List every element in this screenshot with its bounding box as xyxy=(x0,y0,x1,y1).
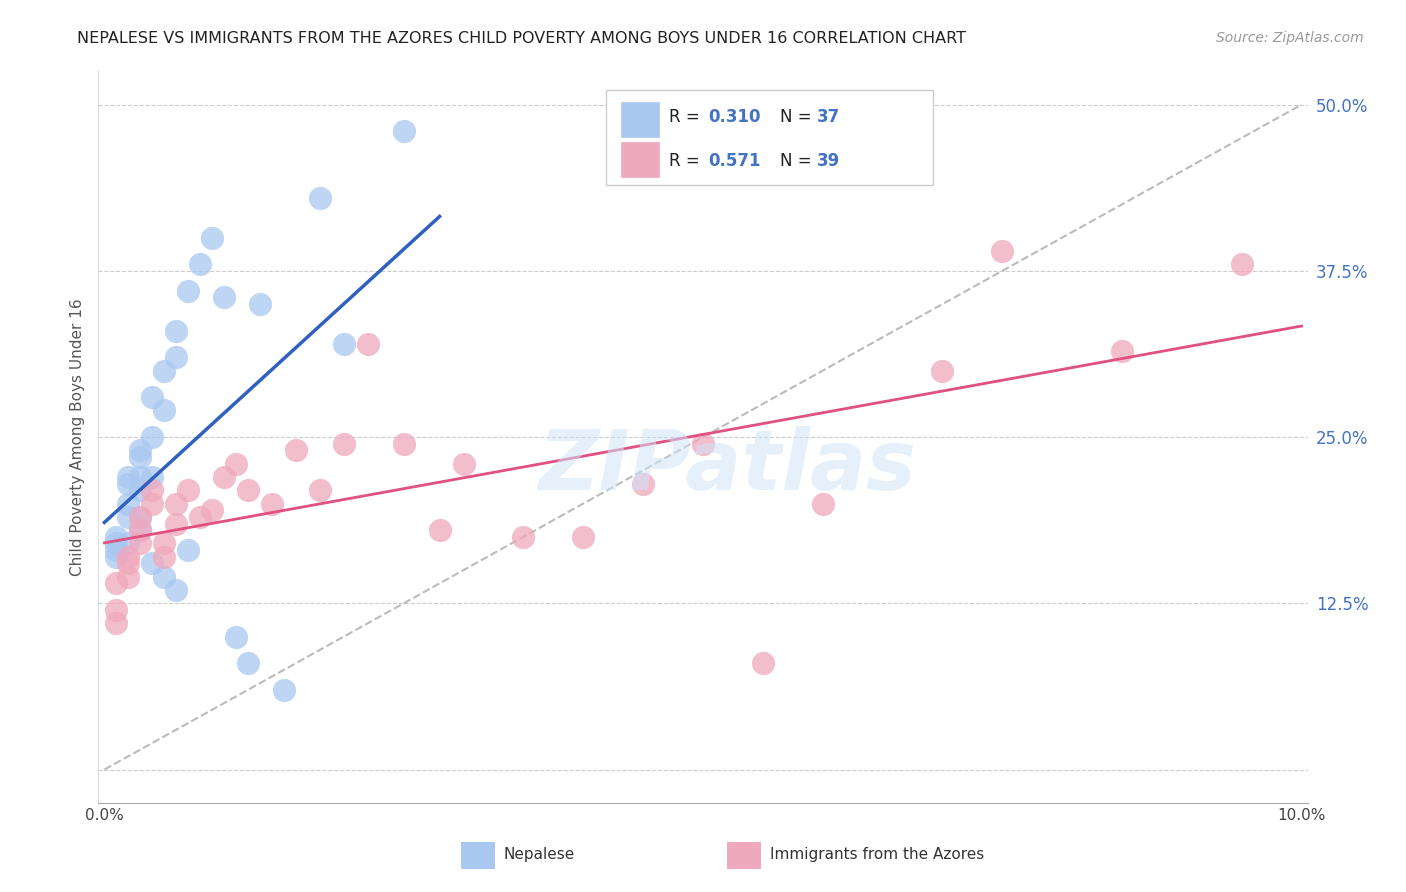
Point xyxy=(931,363,953,377)
Point xyxy=(201,230,224,244)
Point xyxy=(153,403,176,417)
Point xyxy=(333,436,356,450)
Point xyxy=(153,536,176,550)
FancyBboxPatch shape xyxy=(621,143,659,178)
Text: ZIPatlas: ZIPatlas xyxy=(538,425,917,507)
Point xyxy=(141,497,163,511)
Point xyxy=(309,191,332,205)
Point xyxy=(105,536,128,550)
Point xyxy=(141,557,163,571)
Point xyxy=(105,543,128,558)
Point xyxy=(105,616,128,631)
Point xyxy=(165,582,187,597)
Text: N =: N = xyxy=(780,152,817,169)
Point xyxy=(284,443,307,458)
Point xyxy=(631,476,654,491)
Point xyxy=(117,470,139,484)
Text: R =: R = xyxy=(669,152,706,169)
Point xyxy=(141,390,163,404)
Text: N =: N = xyxy=(780,109,817,127)
Point xyxy=(117,509,139,524)
Y-axis label: Child Poverty Among Boys Under 16: Child Poverty Among Boys Under 16 xyxy=(69,298,84,576)
Point xyxy=(129,536,152,550)
Text: 39: 39 xyxy=(817,152,839,169)
Point xyxy=(129,509,152,524)
Point xyxy=(177,284,200,298)
Point xyxy=(129,509,152,524)
Text: NEPALESE VS IMMIGRANTS FROM THE AZORES CHILD POVERTY AMONG BOYS UNDER 16 CORRELA: NEPALESE VS IMMIGRANTS FROM THE AZORES C… xyxy=(77,31,966,46)
Point xyxy=(392,436,415,450)
Text: 0.571: 0.571 xyxy=(707,152,761,169)
Point xyxy=(129,523,152,537)
Point xyxy=(129,470,152,484)
FancyBboxPatch shape xyxy=(606,90,932,185)
FancyBboxPatch shape xyxy=(621,102,659,137)
Point xyxy=(260,497,283,511)
Point xyxy=(752,656,775,670)
Point xyxy=(212,470,235,484)
Point xyxy=(129,450,152,464)
Point xyxy=(188,509,211,524)
Point xyxy=(309,483,332,498)
Point xyxy=(692,436,714,450)
Text: 37: 37 xyxy=(817,109,839,127)
Point xyxy=(512,530,534,544)
Point xyxy=(236,656,259,670)
Point xyxy=(105,576,128,591)
Point xyxy=(273,682,295,697)
Point xyxy=(153,570,176,584)
Point xyxy=(991,244,1014,258)
FancyBboxPatch shape xyxy=(461,842,495,869)
Point xyxy=(572,530,595,544)
Point xyxy=(153,549,176,564)
Point xyxy=(357,337,380,351)
Point xyxy=(105,549,128,564)
Point xyxy=(453,457,475,471)
Point xyxy=(333,337,356,351)
Point xyxy=(236,483,259,498)
Point xyxy=(117,497,139,511)
Point xyxy=(117,476,139,491)
Point xyxy=(141,430,163,444)
Point xyxy=(105,530,128,544)
Point xyxy=(165,516,187,531)
Point xyxy=(225,630,247,644)
FancyBboxPatch shape xyxy=(727,842,761,869)
Text: Immigrants from the Azores: Immigrants from the Azores xyxy=(769,847,984,863)
Point xyxy=(201,503,224,517)
Text: Nepalese: Nepalese xyxy=(503,847,575,863)
Point xyxy=(392,124,415,138)
Point xyxy=(249,297,271,311)
Point xyxy=(141,470,163,484)
Point xyxy=(811,497,834,511)
Point xyxy=(129,443,152,458)
Point xyxy=(165,497,187,511)
Point xyxy=(117,570,139,584)
Point xyxy=(1230,257,1253,271)
Point xyxy=(105,603,128,617)
Point xyxy=(165,324,187,338)
Point xyxy=(117,536,139,550)
Point xyxy=(225,457,247,471)
Point xyxy=(129,483,152,498)
Point xyxy=(129,523,152,537)
Point xyxy=(117,549,139,564)
Point xyxy=(177,543,200,558)
Point xyxy=(165,351,187,365)
Text: 0.310: 0.310 xyxy=(707,109,761,127)
Point xyxy=(117,557,139,571)
Point xyxy=(429,523,451,537)
Point xyxy=(141,483,163,498)
Point xyxy=(177,483,200,498)
Point xyxy=(1111,343,1133,358)
Point xyxy=(153,363,176,377)
Text: Source: ZipAtlas.com: Source: ZipAtlas.com xyxy=(1216,31,1364,45)
Text: R =: R = xyxy=(669,109,706,127)
Point xyxy=(212,290,235,304)
Point xyxy=(188,257,211,271)
